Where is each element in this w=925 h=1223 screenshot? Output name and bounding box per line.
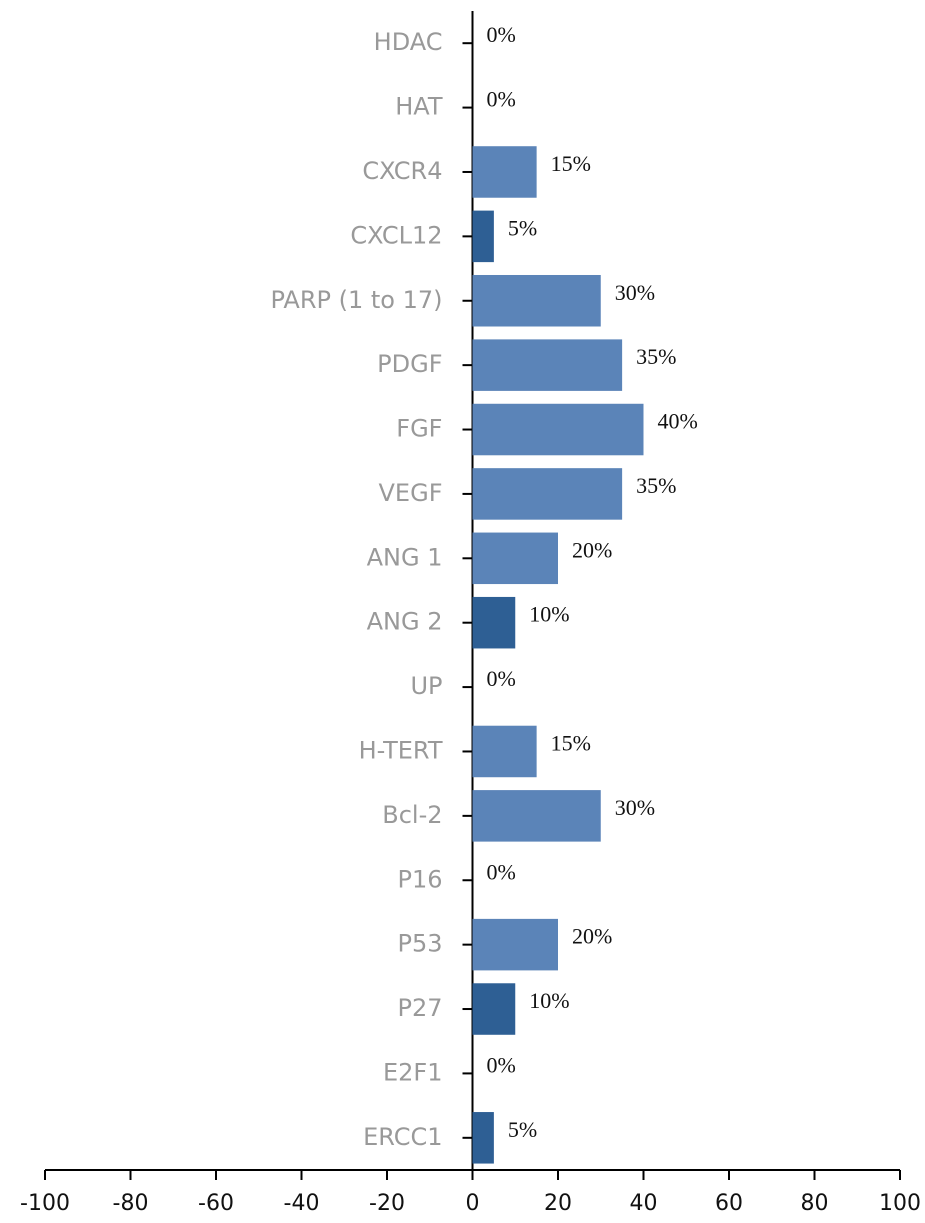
value-label: 35% bbox=[636, 344, 676, 369]
x-tick-label: 0 bbox=[466, 1191, 480, 1216]
y-tick-label: ANG 2 bbox=[367, 608, 443, 636]
y-tick-label: HDAC bbox=[374, 28, 443, 56]
value-label: 30% bbox=[615, 280, 655, 305]
bar bbox=[472, 1112, 494, 1164]
value-label: 20% bbox=[572, 924, 612, 949]
value-label: 35% bbox=[636, 473, 676, 498]
y-tick-label: P27 bbox=[397, 994, 442, 1022]
y-tick-label: Bcl-2 bbox=[382, 801, 442, 829]
bar bbox=[472, 403, 644, 456]
y-tick-label: ANG 1 bbox=[367, 543, 443, 571]
bar bbox=[472, 790, 601, 842]
y-tick-label: P53 bbox=[397, 930, 442, 958]
y-tick-label: VEGF bbox=[379, 479, 443, 507]
value-label: 5% bbox=[508, 1117, 537, 1142]
bar bbox=[472, 918, 558, 971]
value-label: 0% bbox=[487, 859, 516, 884]
x-tick-label: 20 bbox=[544, 1191, 572, 1216]
value-label: 15% bbox=[551, 151, 591, 176]
bar bbox=[472, 339, 623, 391]
value-label: 0% bbox=[487, 22, 516, 47]
bar bbox=[472, 725, 537, 778]
bar bbox=[472, 983, 516, 1035]
y-tick-label: ERCC1 bbox=[363, 1123, 442, 1151]
bar bbox=[472, 210, 494, 263]
y-tick-label: CXCL12 bbox=[350, 221, 442, 249]
x-tick-label: 80 bbox=[801, 1191, 829, 1216]
y-tick-label: E2F1 bbox=[383, 1058, 443, 1086]
x-tick-label: -60 bbox=[198, 1191, 234, 1216]
y-tick-label: PARP (1 to 17) bbox=[270, 286, 442, 314]
bar bbox=[472, 146, 537, 198]
value-label: 0% bbox=[487, 666, 516, 691]
value-label: 30% bbox=[615, 795, 655, 820]
y-tick-label: PDGF bbox=[377, 350, 442, 378]
x-tick-label: 100 bbox=[879, 1191, 921, 1216]
value-label: 0% bbox=[487, 87, 516, 112]
x-tick-label: -40 bbox=[284, 1191, 320, 1216]
x-tick-label: -80 bbox=[113, 1191, 149, 1216]
y-tick-label: H-TERT bbox=[359, 736, 443, 764]
x-tick-label: 60 bbox=[715, 1191, 743, 1216]
bar bbox=[472, 468, 623, 520]
value-label: 0% bbox=[487, 1052, 516, 1077]
value-label: 40% bbox=[658, 409, 698, 434]
value-label: 15% bbox=[551, 731, 591, 756]
bar bbox=[472, 532, 558, 585]
y-tick-label: FGF bbox=[396, 415, 442, 443]
y-tick-label: CXCR4 bbox=[362, 157, 442, 185]
y-tick-label: HAT bbox=[395, 93, 443, 121]
x-tick-label: -100 bbox=[20, 1191, 70, 1216]
x-tick-label: -20 bbox=[369, 1191, 405, 1216]
y-tick-label: P16 bbox=[397, 865, 442, 893]
bar bbox=[472, 274, 601, 327]
y-tick-label: UP bbox=[410, 672, 442, 700]
bar bbox=[472, 596, 516, 649]
value-label: 10% bbox=[529, 988, 569, 1013]
value-label: 5% bbox=[508, 215, 537, 240]
x-tick-label: 40 bbox=[630, 1191, 658, 1216]
value-label: 10% bbox=[529, 602, 569, 627]
value-label: 20% bbox=[572, 537, 612, 562]
